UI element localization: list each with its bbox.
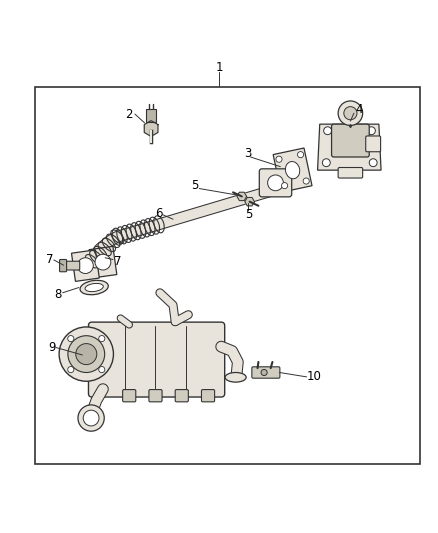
Circle shape: [78, 258, 93, 273]
FancyBboxPatch shape: [338, 167, 363, 178]
Polygon shape: [273, 148, 312, 192]
Text: 9: 9: [48, 341, 56, 354]
Circle shape: [322, 159, 330, 167]
Circle shape: [68, 336, 105, 373]
Polygon shape: [318, 124, 381, 170]
Text: 5: 5: [245, 208, 252, 221]
FancyBboxPatch shape: [64, 261, 80, 270]
FancyBboxPatch shape: [175, 390, 188, 402]
Circle shape: [338, 101, 363, 125]
Circle shape: [99, 367, 105, 373]
FancyBboxPatch shape: [332, 124, 369, 157]
Text: 4: 4: [355, 103, 363, 116]
Polygon shape: [237, 192, 247, 200]
FancyBboxPatch shape: [60, 260, 67, 272]
Circle shape: [83, 410, 99, 426]
Circle shape: [297, 151, 304, 158]
Circle shape: [78, 405, 104, 431]
Ellipse shape: [80, 280, 108, 295]
Text: 3: 3: [244, 147, 251, 160]
Polygon shape: [245, 198, 254, 206]
Circle shape: [68, 367, 74, 373]
Circle shape: [282, 183, 288, 189]
Ellipse shape: [225, 373, 246, 382]
Text: 7: 7: [46, 253, 53, 266]
FancyBboxPatch shape: [259, 169, 292, 197]
Circle shape: [68, 336, 74, 342]
Circle shape: [369, 159, 377, 167]
Text: 7: 7: [113, 255, 121, 268]
FancyBboxPatch shape: [252, 367, 280, 378]
FancyBboxPatch shape: [149, 390, 162, 402]
Circle shape: [95, 254, 111, 270]
Bar: [146, 109, 156, 122]
FancyBboxPatch shape: [201, 390, 215, 402]
Circle shape: [324, 127, 332, 135]
Circle shape: [268, 175, 283, 191]
Circle shape: [276, 156, 282, 163]
Text: 8: 8: [54, 288, 61, 301]
Text: 1: 1: [215, 61, 223, 74]
Circle shape: [303, 178, 309, 184]
FancyBboxPatch shape: [366, 136, 381, 152]
Polygon shape: [144, 120, 158, 136]
Polygon shape: [89, 246, 117, 278]
Circle shape: [261, 369, 267, 376]
Ellipse shape: [286, 161, 300, 179]
Circle shape: [59, 327, 113, 381]
FancyBboxPatch shape: [123, 390, 136, 402]
FancyBboxPatch shape: [88, 322, 225, 397]
Circle shape: [344, 107, 357, 120]
Ellipse shape: [85, 284, 103, 292]
Text: 10: 10: [307, 370, 322, 383]
Circle shape: [76, 344, 97, 365]
Polygon shape: [71, 250, 99, 281]
Text: 2: 2: [125, 108, 133, 120]
Text: 6: 6: [155, 207, 162, 220]
Text: 5: 5: [191, 180, 198, 192]
Circle shape: [367, 127, 375, 135]
Bar: [35, 87, 420, 464]
Circle shape: [99, 336, 105, 342]
